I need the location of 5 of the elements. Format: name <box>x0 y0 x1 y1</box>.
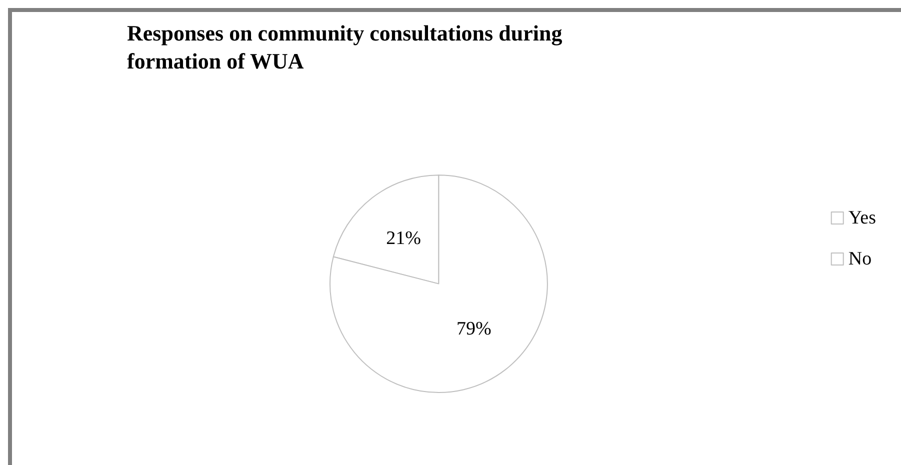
legend-label: No <box>848 248 872 270</box>
data-label: 79% <box>456 318 492 340</box>
legend-label: Yes <box>848 208 876 228</box>
chart-title: Responses on community consultations during formation of WUA <box>127 20 562 74</box>
data-label: 21% <box>386 228 422 249</box>
